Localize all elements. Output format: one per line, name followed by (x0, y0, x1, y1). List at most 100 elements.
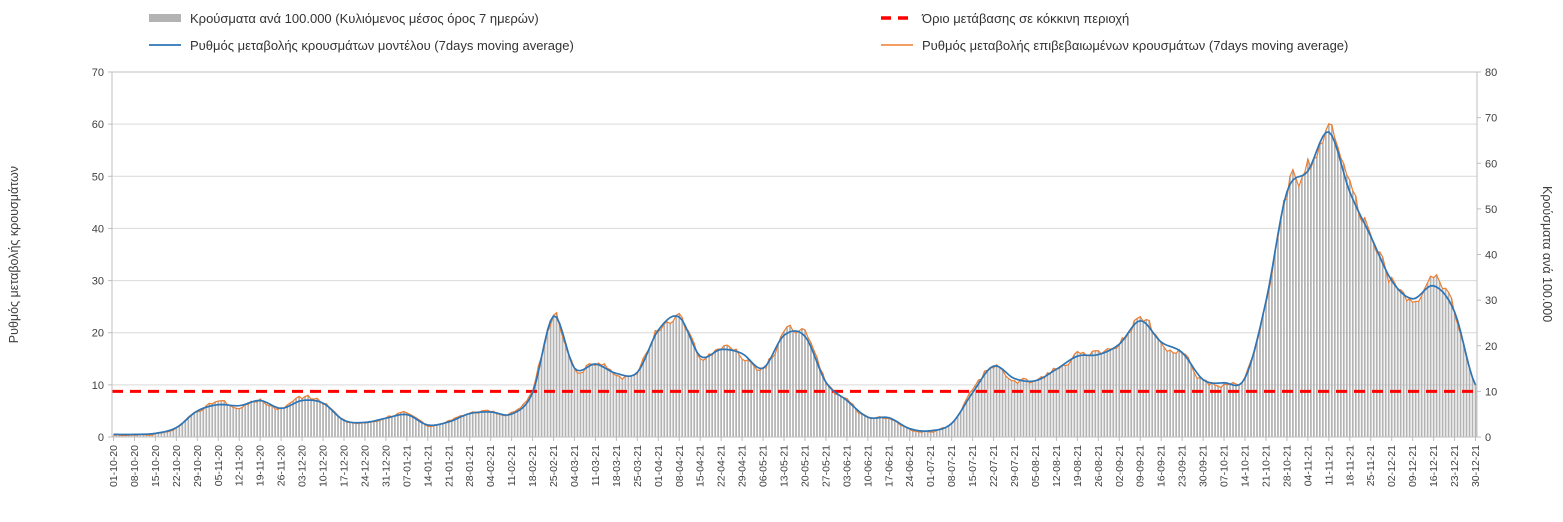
svg-text:0: 0 (98, 432, 104, 444)
svg-text:01-07-21: 01-07-21 (925, 445, 937, 487)
svg-text:20: 20 (1485, 341, 1497, 353)
svg-text:10: 10 (1485, 386, 1497, 398)
model-rate-line (113, 131, 1477, 436)
svg-text:03-06-21: 03-06-21 (841, 445, 853, 487)
svg-text:26-08-21: 26-08-21 (1093, 445, 1105, 487)
svg-text:28-01-21: 28-01-21 (464, 445, 476, 487)
svg-text:60: 60 (1485, 158, 1497, 170)
svg-text:04-02-21: 04-02-21 (485, 445, 497, 487)
svg-text:14-01-21: 14-01-21 (422, 445, 434, 487)
svg-text:22-07-21: 22-07-21 (988, 445, 1000, 487)
bars-cases-per-100k (112, 123, 1477, 438)
svg-text:20-05-21: 20-05-21 (799, 445, 811, 487)
right-axis-title: Κρούσματα ανά 100.000 (1540, 186, 1554, 323)
svg-text:19-11-20: 19-11-20 (255, 445, 267, 486)
svg-text:10: 10 (92, 380, 104, 392)
y-axis-tick-labels: 0 10 20 30 40 50 60 70 0 10 20 30 40 50 60 70 80 (92, 67, 1498, 444)
confirmed-line-swatch (881, 44, 913, 46)
bar-series-swatch (149, 14, 181, 22)
svg-text:40: 40 (92, 223, 104, 235)
svg-text:40: 40 (1485, 250, 1497, 262)
x-axis-labels: 01-10-20 08-10-20 15-10-20 22-10-20 29-10-20… (108, 445, 1482, 487)
svg-text:50: 50 (1485, 204, 1497, 216)
legend-label-confirmed: Ρυθμός μεταβολής επιβεβαιωμένων κρουσμάτ… (922, 37, 1349, 53)
svg-text:05-11-20: 05-11-20 (213, 445, 225, 486)
svg-text:16-09-21: 16-09-21 (1156, 445, 1168, 487)
threshold-swatch (881, 16, 913, 20)
svg-text:80: 80 (1485, 67, 1497, 79)
svg-text:30-09-21: 30-09-21 (1198, 445, 1210, 487)
legend-label-threshold: Όριο μετάβασης σε κόκκινη περιοχή (922, 10, 1130, 26)
svg-text:09-09-21: 09-09-21 (1135, 445, 1147, 487)
svg-text:03-12-20: 03-12-20 (297, 445, 309, 487)
svg-text:18-02-21: 18-02-21 (527, 445, 539, 487)
axis-tick-marks (108, 71, 1481, 441)
svg-text:19-08-21: 19-08-21 (1072, 445, 1084, 487)
svg-text:01-10-20: 01-10-20 (108, 445, 120, 487)
legend-item-model: Ρυθμός μεταβολής κρουσμάτων μοντέλου (7d… (148, 37, 574, 53)
svg-text:05-08-21: 05-08-21 (1030, 445, 1042, 487)
svg-text:21-10-21: 21-10-21 (1260, 445, 1272, 487)
svg-text:17-06-21: 17-06-21 (883, 445, 895, 487)
svg-text:07-01-21: 07-01-21 (401, 445, 413, 487)
svg-text:11-11-21: 11-11-21 (1323, 445, 1335, 486)
legend-item-threshold: Όριο μετάβασης σε κόκκινη περιοχή (880, 10, 1129, 26)
svg-text:21-01-21: 21-01-21 (443, 445, 455, 487)
svg-text:23-09-21: 23-09-21 (1177, 445, 1189, 487)
svg-text:18-11-21: 18-11-21 (1344, 445, 1356, 486)
svg-text:07-10-21: 07-10-21 (1219, 445, 1231, 487)
svg-text:24-06-21: 24-06-21 (904, 445, 916, 487)
svg-text:70: 70 (92, 67, 104, 79)
svg-text:30-12-21: 30-12-21 (1470, 445, 1482, 487)
svg-text:06-05-21: 06-05-21 (758, 445, 770, 487)
svg-text:31-12-20: 31-12-20 (380, 445, 392, 487)
svg-text:15-04-21: 15-04-21 (695, 445, 707, 487)
svg-text:16-12-21: 16-12-21 (1428, 445, 1440, 487)
svg-text:12-11-20: 12-11-20 (234, 445, 246, 486)
svg-text:04-03-21: 04-03-21 (569, 445, 581, 487)
svg-text:25-03-21: 25-03-21 (632, 445, 644, 487)
legend-item-bars: Κρούσματα ανά 100.000 (Κυλιόμενος μέσος … (148, 10, 539, 26)
svg-text:60: 60 (92, 119, 104, 131)
svg-text:23-12-21: 23-12-21 (1449, 445, 1461, 487)
svg-text:13-05-21: 13-05-21 (779, 445, 791, 487)
svg-text:15-07-21: 15-07-21 (967, 445, 979, 487)
svg-text:12-08-21: 12-08-21 (1051, 445, 1063, 487)
svg-text:11-03-21: 11-03-21 (590, 445, 602, 486)
svg-text:50: 50 (92, 171, 104, 183)
svg-text:09-12-21: 09-12-21 (1407, 445, 1419, 487)
svg-text:10-12-20: 10-12-20 (318, 445, 330, 487)
model-line-swatch (149, 44, 181, 46)
svg-text:29-07-21: 29-07-21 (1009, 445, 1021, 487)
svg-text:27-05-21: 27-05-21 (820, 445, 832, 487)
svg-text:02-09-21: 02-09-21 (1114, 445, 1126, 487)
svg-text:08-04-21: 08-04-21 (674, 445, 686, 487)
svg-text:02-12-21: 02-12-21 (1386, 445, 1398, 487)
svg-text:04-11-21: 04-11-21 (1302, 445, 1314, 486)
svg-text:17-12-20: 17-12-20 (338, 445, 350, 487)
svg-text:70: 70 (1485, 113, 1497, 125)
svg-text:15-10-20: 15-10-20 (150, 445, 162, 487)
svg-text:11-02-21: 11-02-21 (506, 445, 518, 486)
legend-label-model: Ρυθμός μεταβολής κρουσμάτων μοντέλου (7d… (190, 37, 574, 53)
svg-text:08-10-20: 08-10-20 (129, 445, 141, 487)
svg-text:10-06-21: 10-06-21 (862, 445, 874, 487)
svg-text:14-10-21: 14-10-21 (1240, 445, 1252, 487)
svg-text:25-11-21: 25-11-21 (1365, 445, 1377, 486)
svg-text:30: 30 (1485, 295, 1497, 307)
svg-text:08-07-21: 08-07-21 (946, 445, 958, 487)
legend-item-confirmed: Ρυθμός μεταβολής επιβεβαιωμένων κρουσμάτ… (880, 37, 1348, 53)
svg-text:24-12-20: 24-12-20 (359, 445, 371, 487)
svg-text:22-10-20: 22-10-20 (171, 445, 183, 487)
svg-text:30: 30 (92, 276, 104, 288)
svg-text:18-03-21: 18-03-21 (611, 445, 623, 487)
svg-text:22-04-21: 22-04-21 (716, 445, 728, 487)
svg-text:25-02-21: 25-02-21 (548, 445, 560, 487)
svg-text:0: 0 (1485, 432, 1491, 444)
svg-text:01-04-21: 01-04-21 (653, 445, 665, 487)
svg-text:26-11-20: 26-11-20 (276, 445, 288, 486)
svg-text:29-04-21: 29-04-21 (737, 445, 749, 487)
svg-text:28-10-21: 28-10-21 (1281, 445, 1293, 487)
